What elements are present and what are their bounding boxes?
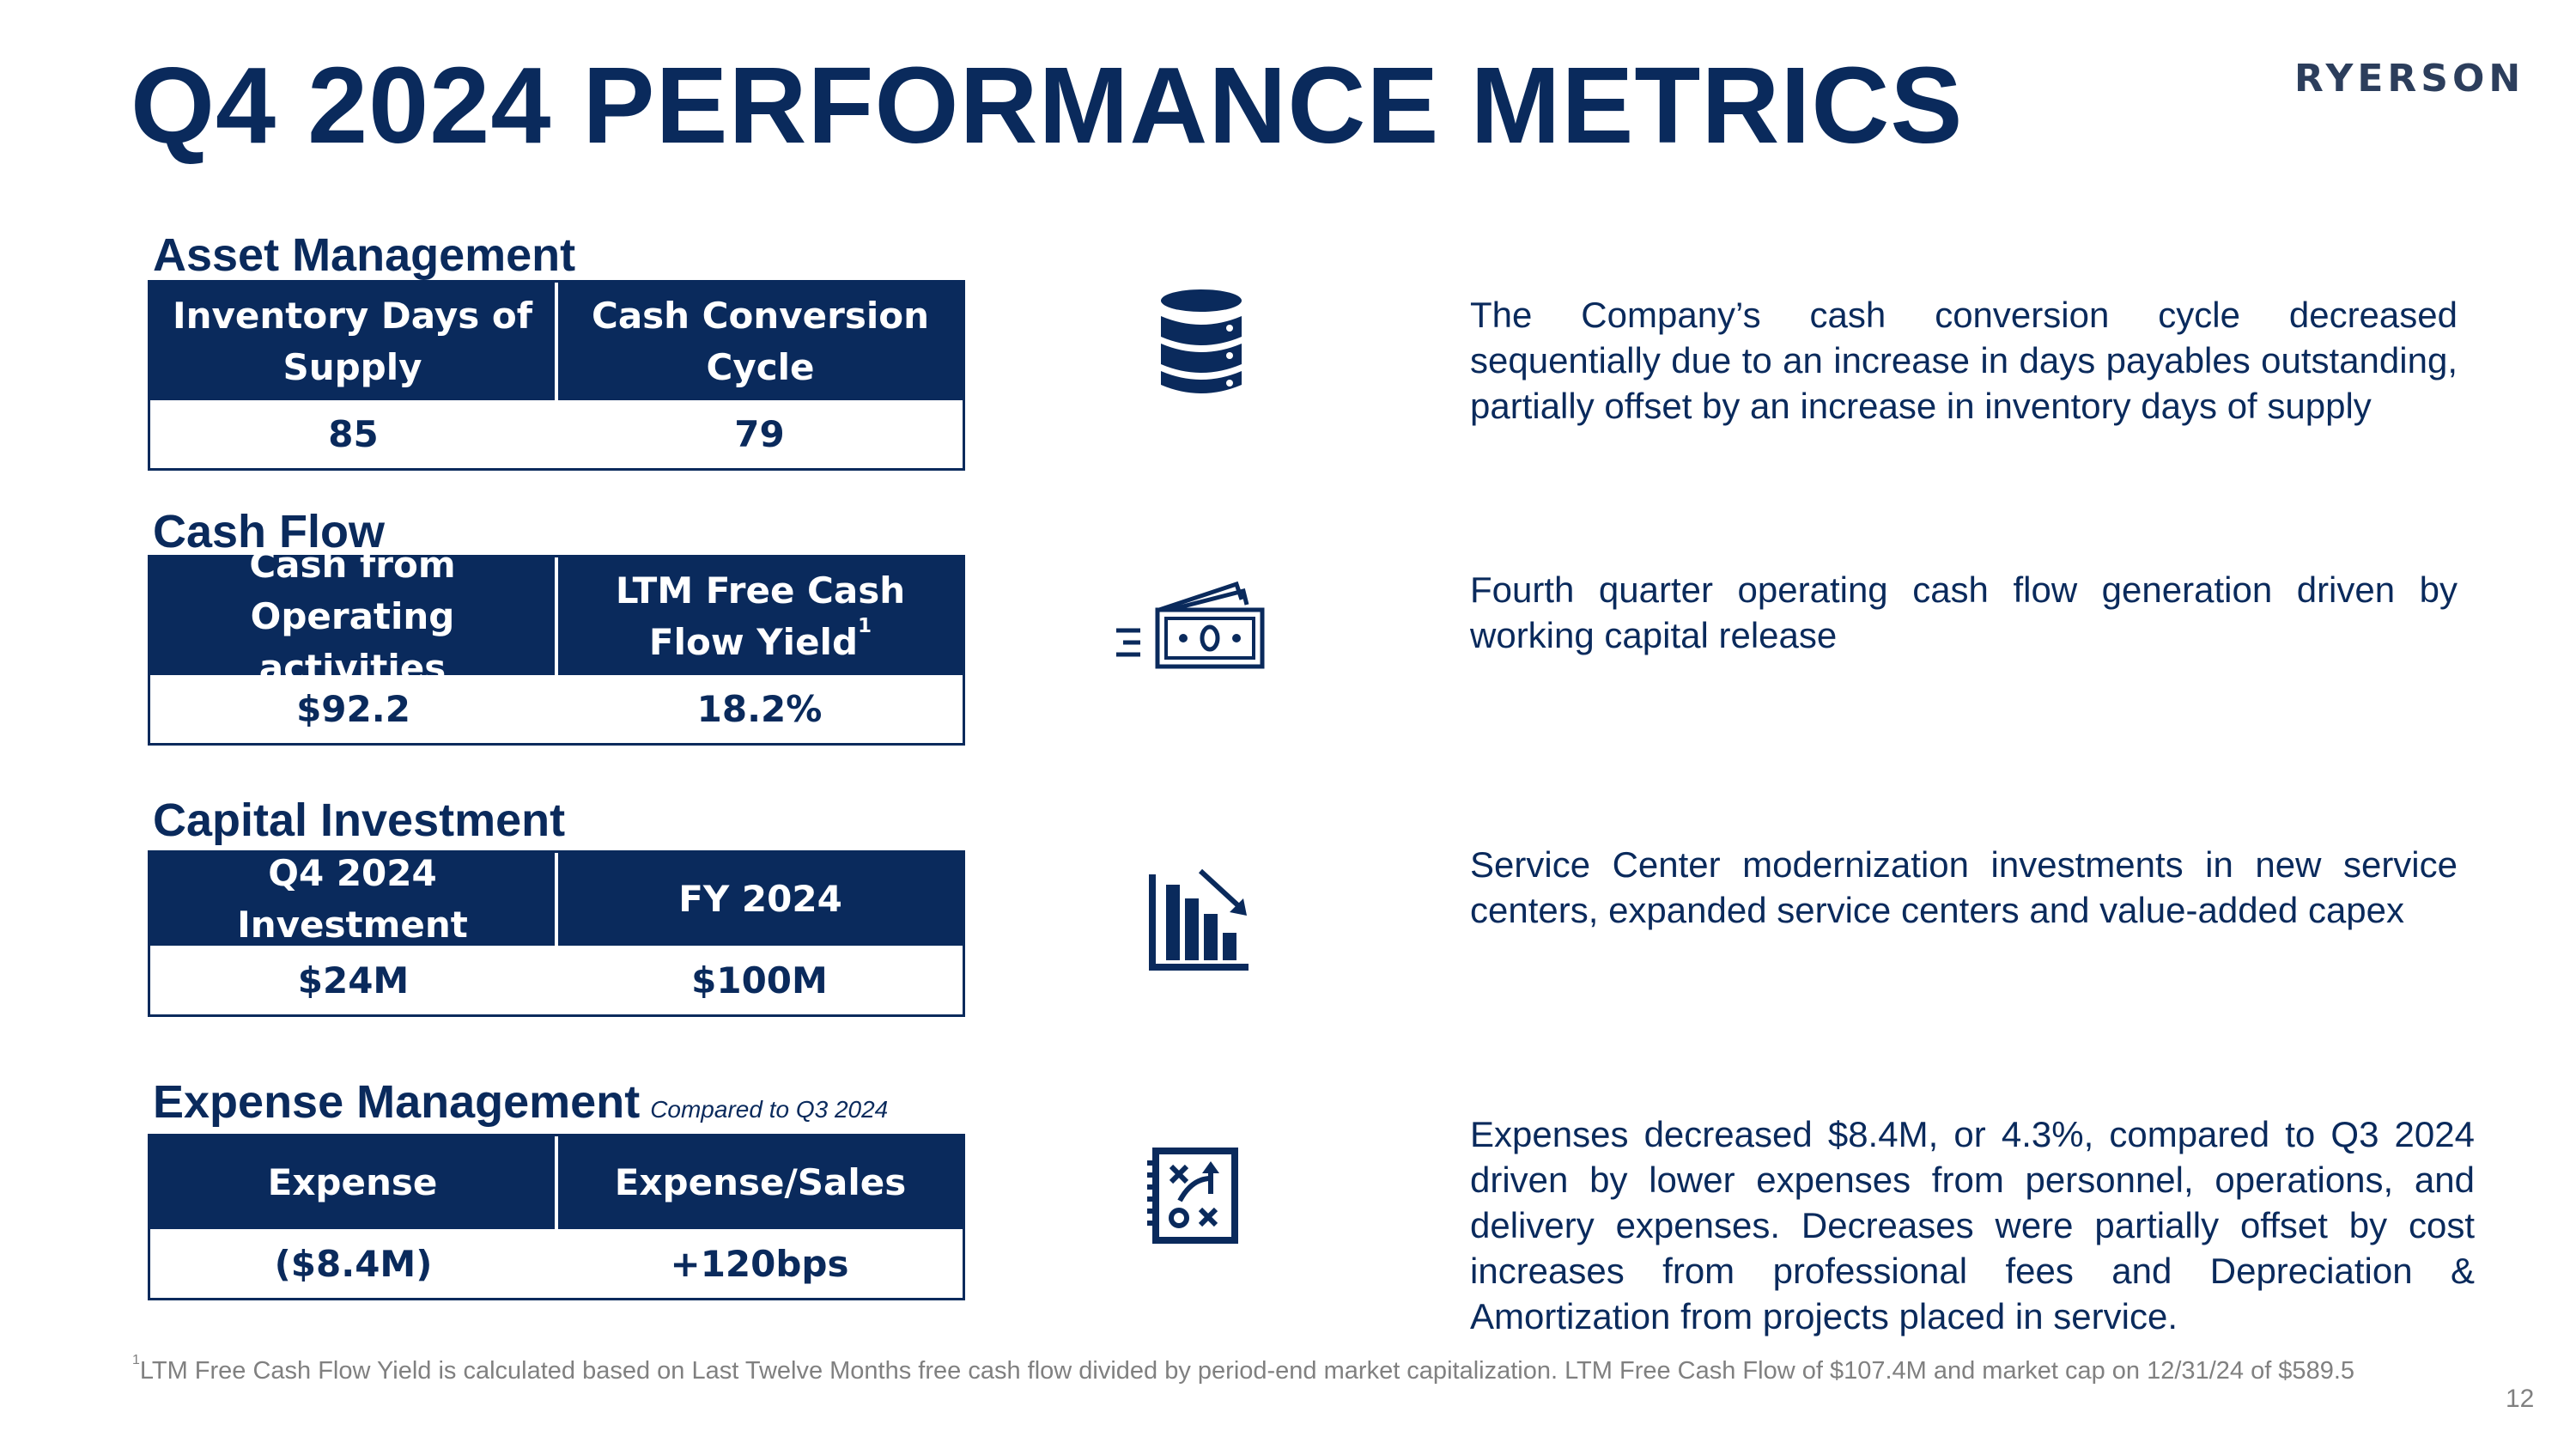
value-cash-from-operating: $92.2 bbox=[296, 688, 410, 730]
footnote-marker: 1 bbox=[132, 1353, 140, 1367]
value-fy-2024: $100M bbox=[691, 959, 828, 1002]
header-ltm-fcf-yield: LTM Free Cash Flow Yield1 bbox=[555, 557, 963, 675]
capital-investment-table: Q4 2024 Investment FY 2024 $24M $100M bbox=[148, 850, 965, 1017]
table-value-row: $92.2 18.2% bbox=[150, 675, 963, 743]
header-expense-sales: Expense/Sales bbox=[555, 1136, 963, 1229]
table-header-row: Expense Expense/Sales bbox=[150, 1136, 963, 1229]
cash-money-icon bbox=[1116, 581, 1265, 669]
value-q4-investment: $24M bbox=[297, 959, 410, 1002]
footnote: 1LTM Free Cash Flow Yield is calculated … bbox=[132, 1353, 2355, 1385]
section-title-cash-flow: Cash Flow bbox=[153, 506, 386, 557]
table-value-row: 85 79 bbox=[150, 400, 963, 468]
header-q4-investment: Q4 2024 Investment bbox=[237, 852, 468, 946]
table-value-row: $24M $100M bbox=[150, 946, 963, 1014]
header-cash-conversion-cycle: Cash Conversion Cycle bbox=[555, 283, 963, 400]
value-inventory-days: 85 bbox=[328, 413, 379, 455]
section-title-asset-management: Asset Management bbox=[153, 229, 576, 281]
capital-investment-description: Service Center modernization investments… bbox=[1470, 844, 2458, 930]
section-title-capital-investment: Capital Investment bbox=[153, 795, 566, 846]
page-title: Q4 2024 PERFORMANCE METRICS bbox=[131, 45, 1964, 166]
strategy-board-icon bbox=[1147, 1148, 1238, 1244]
table-value-row: ($8.4M) +120bps bbox=[150, 1229, 963, 1298]
header-fy-2024: FY 2024 bbox=[555, 853, 963, 946]
value-cash-conversion-cycle: 79 bbox=[734, 413, 785, 455]
table-header-row: Q4 2024 Investment FY 2024 bbox=[150, 852, 963, 946]
section-title-expense-management: Expense Management Compared to Q3 2024 bbox=[153, 1076, 889, 1128]
expense-management-table: Expense Expense/Sales ($8.4M) +120bps bbox=[148, 1134, 965, 1300]
footnote-marker: 1 bbox=[858, 614, 872, 637]
value-ltm-fcf-yield: 18.2% bbox=[696, 688, 823, 730]
table-header-row: Inventory Days of Supply Cash Conversion… bbox=[150, 283, 963, 400]
table-header-row: Cash from Operating activities LTM Free … bbox=[150, 543, 963, 689]
asset-management-description: The Company’s cash conversion cycle decr… bbox=[1470, 295, 2458, 426]
asset-management-table: Inventory Days of Supply Cash Conversion… bbox=[148, 280, 965, 471]
page-number: 12 bbox=[2506, 1385, 2535, 1413]
value-expense: ($8.4M) bbox=[274, 1242, 433, 1285]
expense-management-description: Expenses decreased $8.4M, or 4.3%, compa… bbox=[1470, 1114, 2475, 1336]
database-icon bbox=[1161, 289, 1242, 393]
bar-chart-decline-icon bbox=[1149, 868, 1249, 971]
header-inventory-days: Inventory Days of Supply bbox=[173, 294, 532, 388]
header-cash-from-operating: Cash from Operating activities bbox=[249, 543, 456, 689]
cash-flow-table: Cash from Operating activities LTM Free … bbox=[148, 543, 965, 746]
header-expense: Expense bbox=[267, 1161, 438, 1203]
value-expense-sales: +120bps bbox=[670, 1242, 849, 1285]
ryerson-logo: RYERSON bbox=[2294, 57, 2525, 100]
cash-flow-description: Fourth quarter operating cash flow gener… bbox=[1470, 569, 2458, 655]
comparison-note: Compared to Q3 2024 bbox=[650, 1096, 889, 1123]
